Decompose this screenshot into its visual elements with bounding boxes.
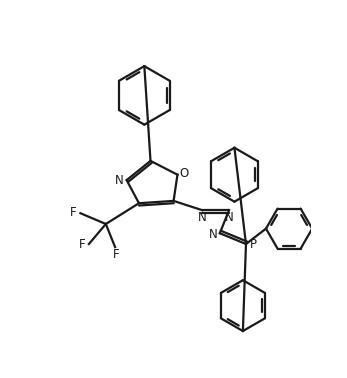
Text: N: N bbox=[209, 228, 217, 241]
Text: F: F bbox=[113, 248, 120, 261]
Text: N: N bbox=[198, 211, 206, 224]
Text: N: N bbox=[225, 211, 234, 224]
Text: O: O bbox=[180, 167, 189, 180]
Text: F: F bbox=[79, 238, 85, 251]
Text: N: N bbox=[115, 174, 123, 187]
Text: F: F bbox=[70, 206, 77, 219]
Text: P: P bbox=[249, 238, 256, 251]
